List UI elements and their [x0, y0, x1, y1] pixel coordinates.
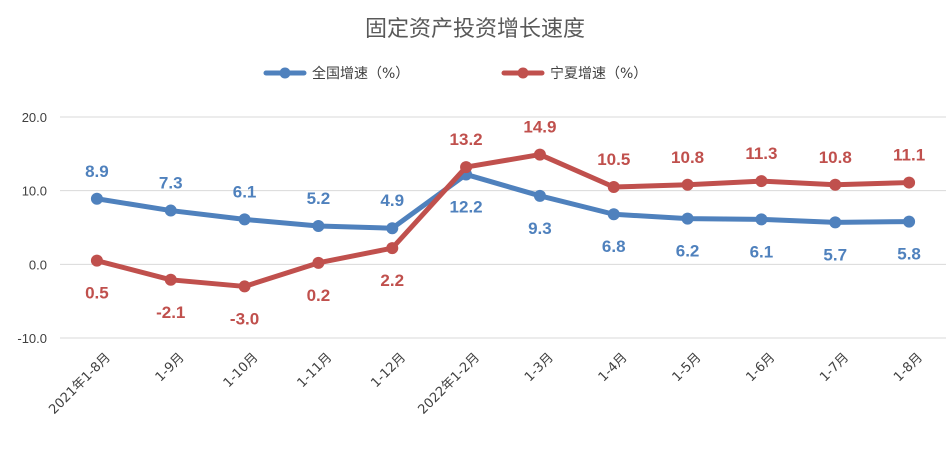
x-category-label: 1-4月	[596, 350, 631, 385]
legend-label-national: 全国增速（%）	[312, 65, 409, 82]
point-ningxia	[90, 254, 103, 267]
x-category-label: 1-10月	[221, 350, 262, 391]
x-category-label: 1-6月	[743, 350, 778, 385]
data-label-ningxia: 10.8	[671, 148, 704, 167]
point-ningxia	[681, 178, 694, 191]
point-ningxia	[164, 273, 177, 286]
data-label-national: 6.1	[233, 182, 257, 201]
data-label-national: 8.9	[85, 162, 109, 181]
data-label-ningxia: -2.1	[156, 303, 185, 322]
data-label-ningxia: 0.2	[307, 286, 331, 305]
legend-marker-ningxia	[517, 67, 529, 79]
point-ningxia	[533, 148, 546, 161]
data-labels: 8.9 7.3 6.1 5.2 4.9 12.2 9.3 6.8 6.2 6.1 5.7 5.8 0.5…	[85, 118, 925, 329]
data-label-national: 6.8	[602, 237, 626, 256]
point-ningxia	[312, 256, 325, 269]
data-label-ningxia: 13.2	[450, 130, 483, 149]
point-ningxia	[755, 175, 768, 188]
gridlines	[60, 116, 946, 339]
series-line-national	[94, 171, 912, 231]
data-label-ningxia: 0.5	[85, 284, 109, 303]
x-category-label: 2021年1-8月	[46, 350, 113, 417]
y-tick-label: 0.0	[29, 257, 47, 272]
point-national	[903, 215, 916, 228]
data-label-national: 12.2	[450, 197, 483, 216]
point-national	[533, 189, 546, 202]
x-category-label: 1-7月	[817, 350, 852, 385]
data-label-ningxia: 14.9	[523, 118, 556, 137]
point-ningxia	[460, 161, 473, 174]
series-lines	[90, 148, 916, 293]
x-category-label: 2022年1-2月	[416, 350, 483, 417]
legend-label-ningxia: 宁夏增速（%）	[550, 65, 647, 82]
point-national	[238, 213, 251, 226]
point-ningxia	[607, 180, 620, 193]
data-label-national: 6.1	[750, 242, 774, 261]
point-national	[312, 220, 325, 233]
point-ningxia	[386, 242, 399, 255]
point-ningxia	[238, 280, 251, 293]
data-label-ningxia: 11.3	[745, 144, 777, 163]
series-line-ningxia	[94, 152, 912, 289]
y-tick-label: -10.0	[17, 331, 47, 346]
data-label-ningxia: -3.0	[230, 309, 259, 328]
data-label-national: 5.8	[897, 245, 921, 264]
x-category-label: 1-12月	[368, 350, 409, 391]
x-axis-categories: 2021年1-8月 1-9月 1-10月 1-11月 1-12月 2022年1-2月 1-3…	[46, 350, 926, 417]
y-tick-label: 20.0	[22, 110, 47, 125]
data-label-national: 5.2	[307, 189, 331, 208]
x-category-label: 1-11月	[295, 350, 336, 391]
y-tick-label: 10.0	[22, 184, 47, 199]
point-national	[386, 222, 399, 235]
point-national	[681, 212, 694, 225]
point-national	[164, 204, 177, 217]
data-label-national: 4.9	[380, 191, 404, 210]
data-label-ningxia: 10.5	[597, 150, 630, 169]
data-label-ningxia: 11.1	[893, 146, 925, 165]
x-category-label: 1-9月	[153, 350, 188, 385]
x-category-label: 1-5月	[670, 350, 705, 385]
chart-title: 固定资产投资增长速度	[365, 17, 585, 42]
data-label-ningxia: 2.2	[380, 271, 404, 290]
data-label-national: 5.7	[823, 245, 847, 264]
point-ningxia	[903, 176, 916, 189]
x-category-label: 1-3月	[522, 350, 557, 385]
point-national	[755, 213, 768, 226]
data-label-national: 6.2	[676, 242, 700, 261]
point-national	[90, 192, 103, 205]
legend: 全国增速（%） 宁夏增速（%）	[263, 65, 647, 82]
point-national	[607, 208, 620, 221]
point-national	[829, 216, 842, 229]
data-label-national: 7.3	[159, 174, 183, 193]
y-axis-ticks: 20.0 10.0 0.0 -10.0	[17, 110, 47, 346]
x-category-label: 1-8月	[891, 350, 926, 385]
point-ningxia	[829, 178, 842, 191]
legend-marker-national	[279, 67, 291, 79]
data-label-ningxia: 10.8	[819, 148, 852, 167]
data-label-national: 9.3	[528, 219, 552, 238]
